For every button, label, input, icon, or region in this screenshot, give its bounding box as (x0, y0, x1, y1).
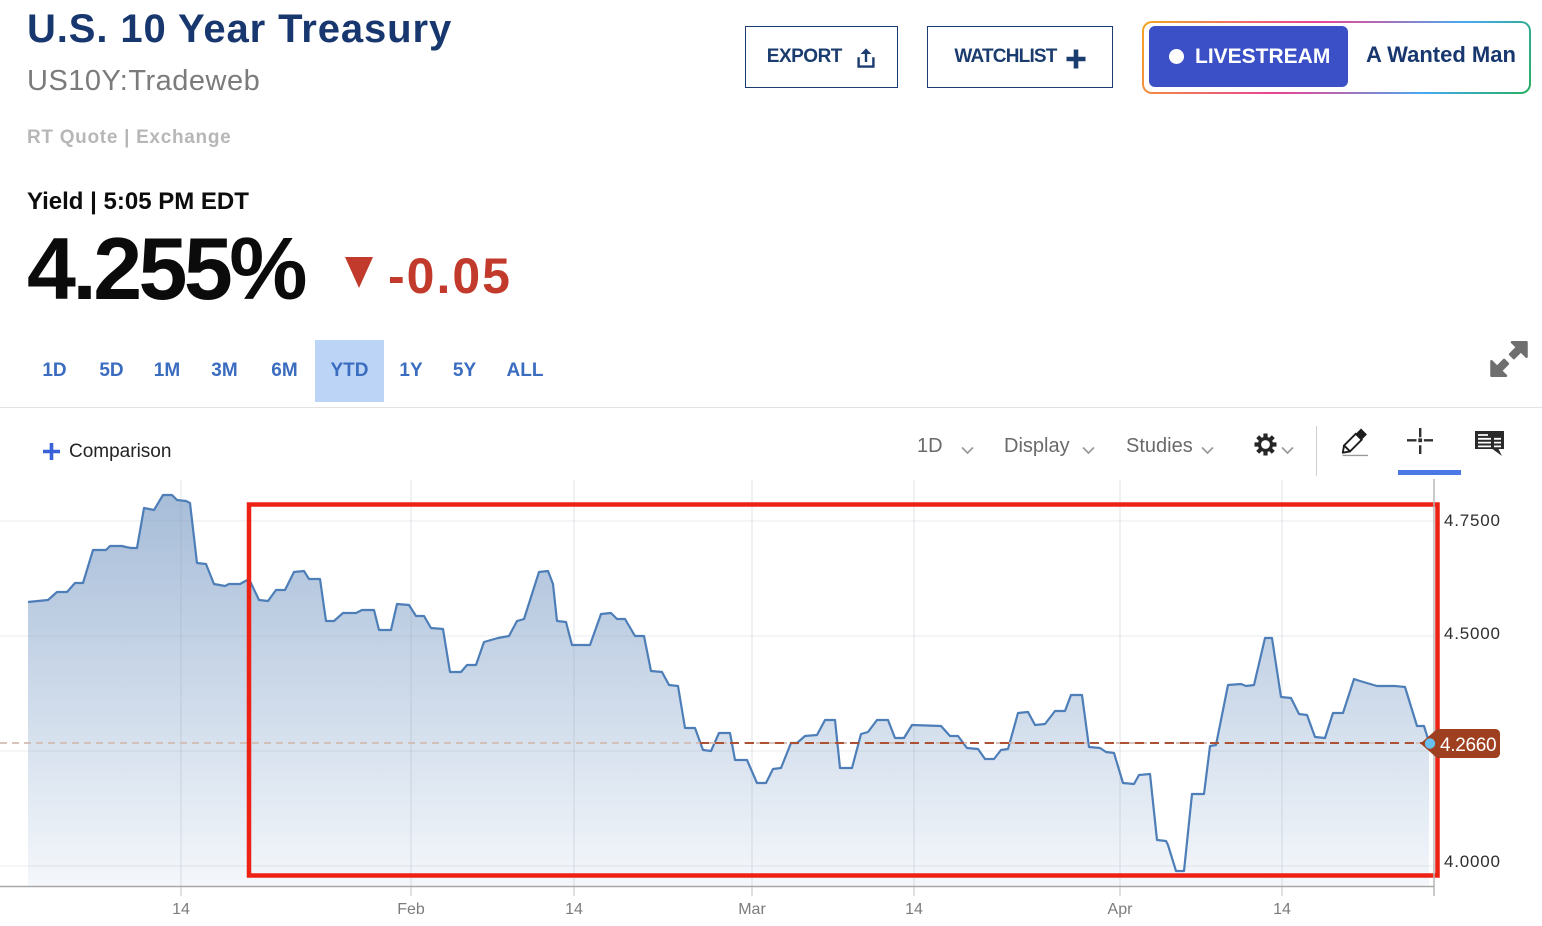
svg-text:4.0000: 4.0000 (1444, 852, 1501, 871)
svg-text:4.5000: 4.5000 (1444, 624, 1501, 643)
svg-text:Apr: Apr (1108, 901, 1134, 918)
svg-text:Mar: Mar (738, 901, 766, 918)
svg-text:Feb: Feb (397, 901, 425, 918)
svg-text:14: 14 (565, 901, 583, 918)
svg-text:14: 14 (905, 901, 923, 918)
svg-text:14: 14 (172, 901, 190, 918)
svg-text:14: 14 (1273, 901, 1291, 918)
svg-text:4.2660: 4.2660 (1440, 735, 1496, 756)
svg-text:4.7500: 4.7500 (1444, 511, 1501, 530)
